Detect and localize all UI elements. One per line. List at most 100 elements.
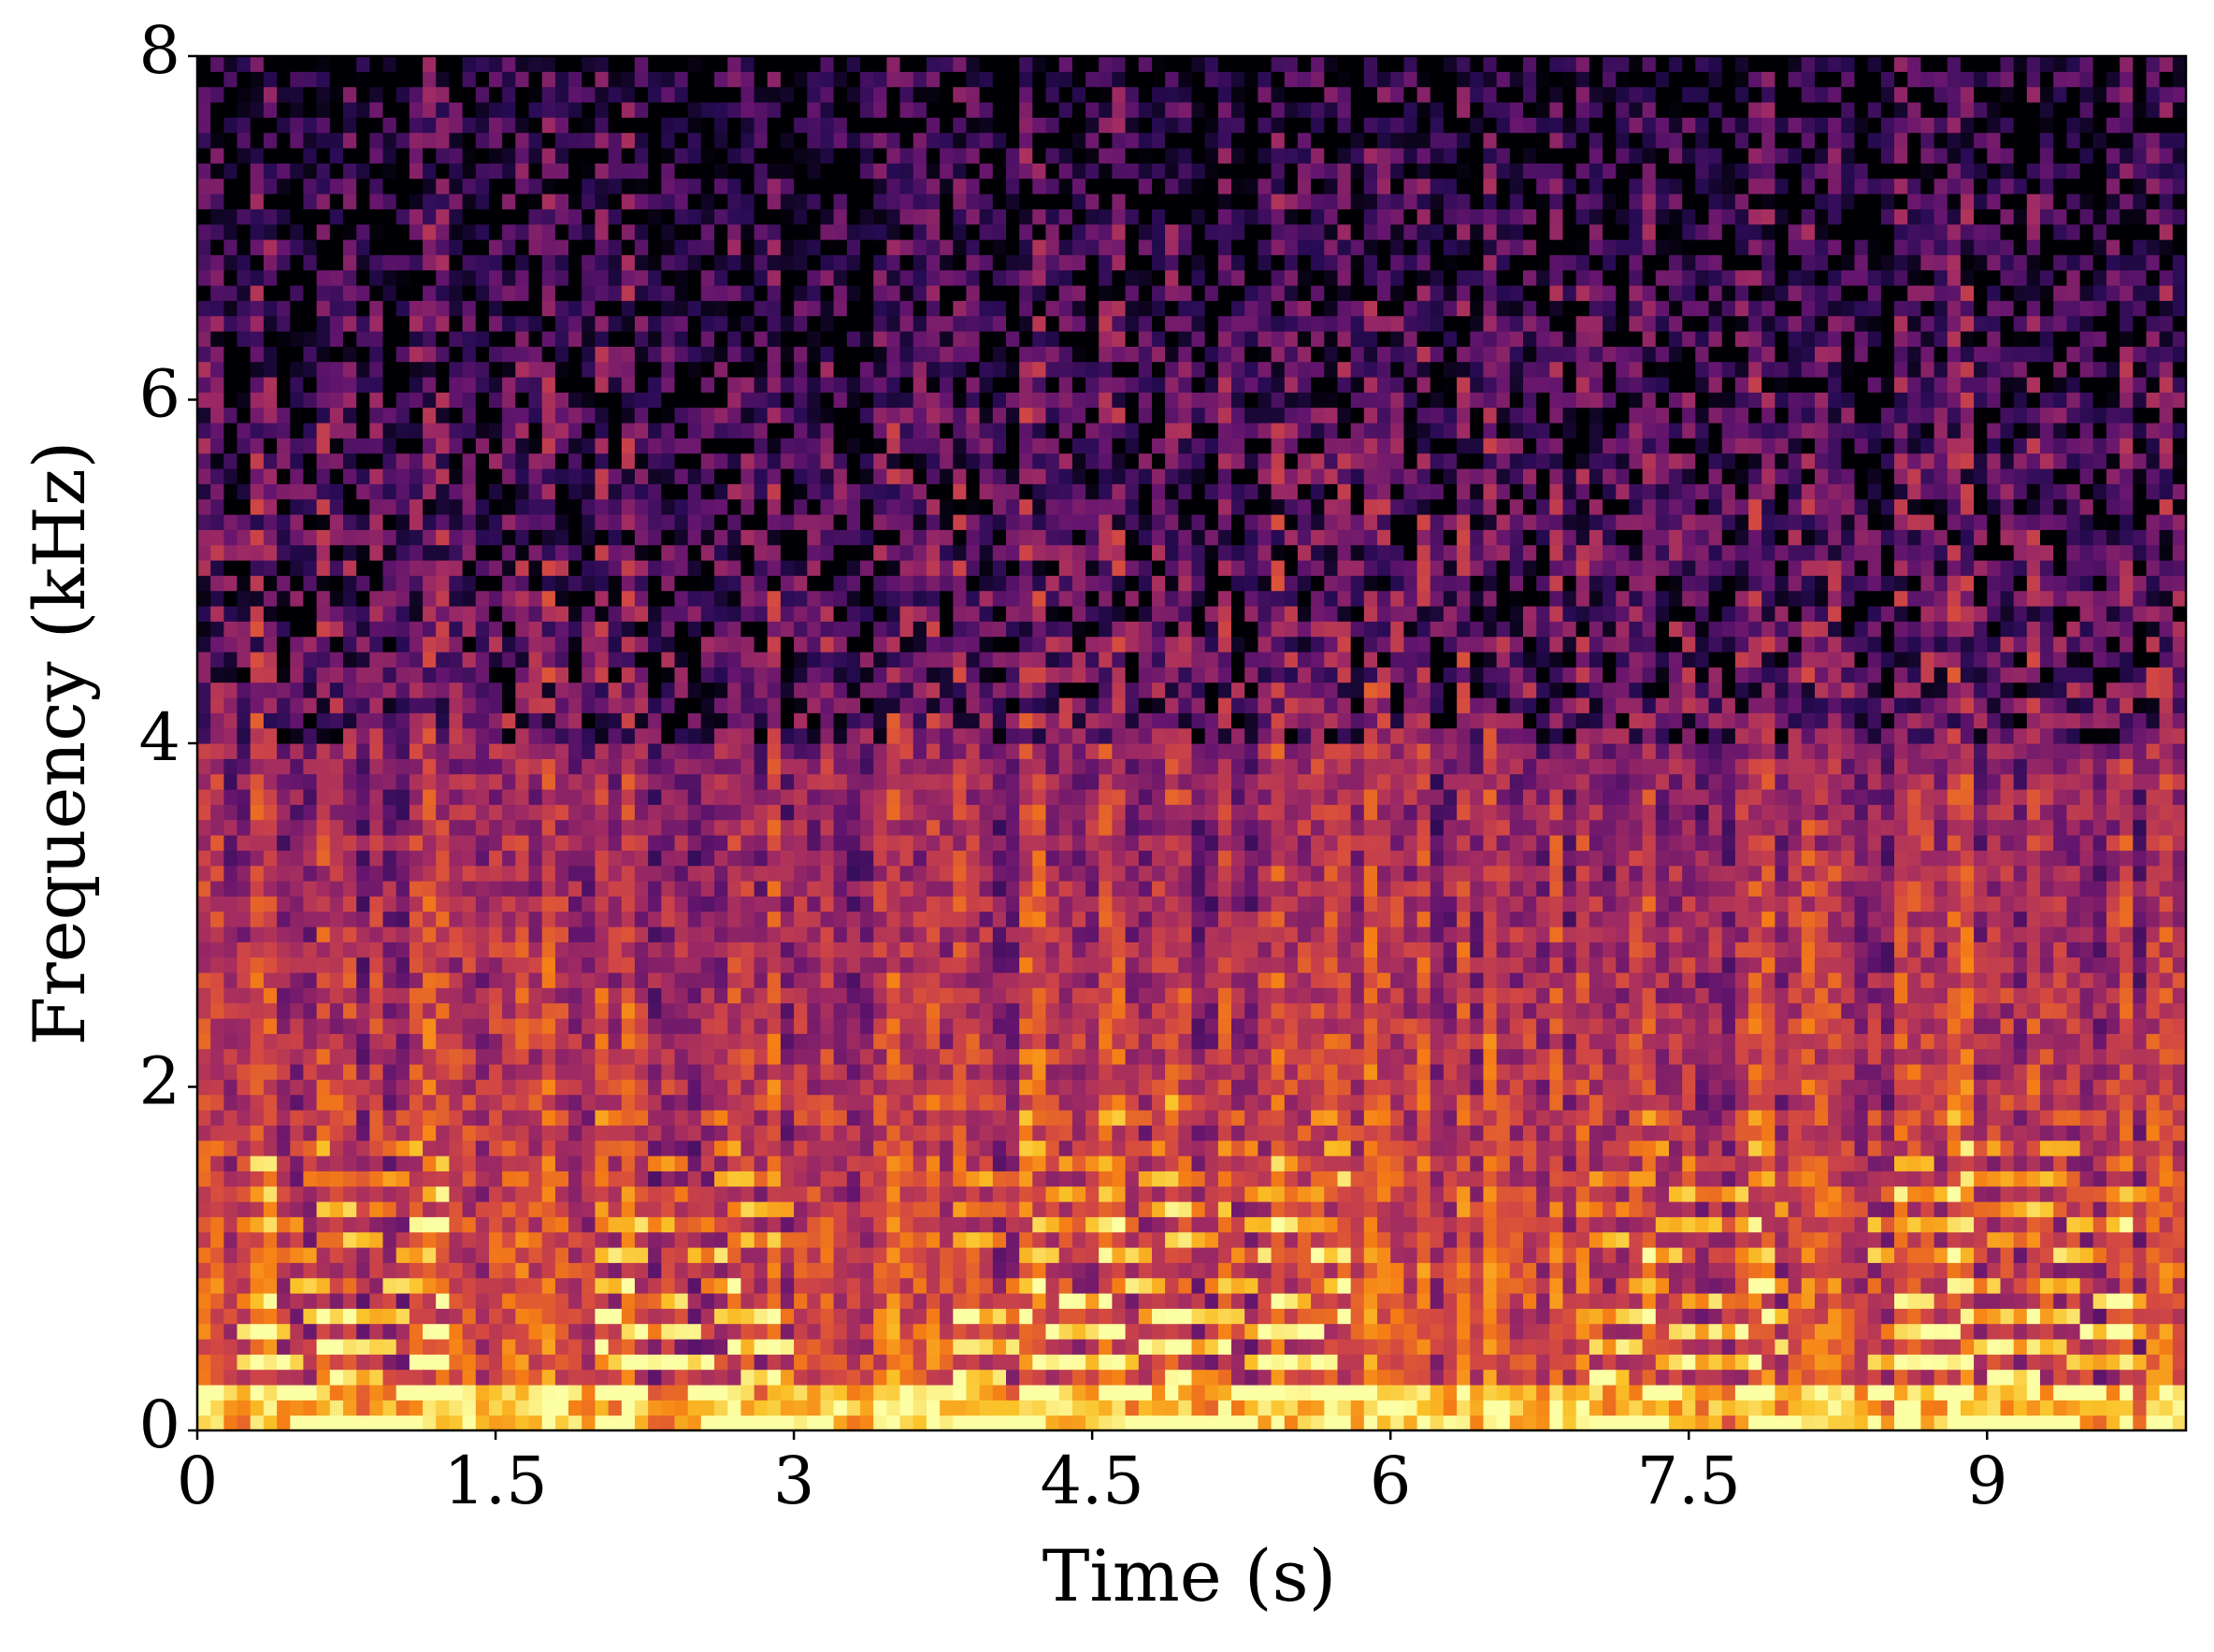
spectrogram-cell (661, 712, 676, 729)
spectrogram-cell (515, 1216, 530, 1233)
spectrogram-cell (661, 819, 676, 836)
spectrogram-cell (316, 1231, 331, 1248)
spectrogram-cell (290, 667, 305, 683)
spectrogram-cell (846, 1293, 861, 1309)
spectrogram-cell (608, 927, 623, 942)
spectrogram-cell (290, 819, 305, 836)
spectrogram-cell (608, 223, 623, 240)
spectrogram-cell (582, 743, 596, 759)
spectrogram-cell (277, 896, 291, 912)
spectrogram-cell (860, 361, 874, 378)
spectrogram-cell (833, 102, 848, 118)
spectrogram-cell (395, 300, 410, 317)
spectrogram-cell (502, 148, 516, 164)
spectrogram-cell (277, 300, 291, 317)
spectrogram-cell (369, 1018, 384, 1034)
spectrogram-cell (263, 300, 278, 317)
spectrogram-cell (754, 438, 769, 454)
spectrogram-cell (794, 498, 808, 515)
spectrogram-cell (369, 881, 384, 897)
spectrogram-cell (356, 315, 370, 332)
spectrogram-cell (582, 483, 596, 500)
spectrogram-cell (489, 1048, 503, 1065)
spectrogram-cell (661, 941, 676, 958)
spectrogram-cell (886, 881, 901, 897)
spectrogram-cell (727, 254, 741, 271)
spectrogram-cell (820, 712, 835, 729)
spectrogram-cell (382, 1216, 397, 1233)
spectrogram-cell (250, 269, 265, 286)
spectrogram-cell (343, 987, 357, 1004)
spectrogram-cell (608, 987, 623, 1004)
spectrogram-cell (873, 896, 887, 912)
spectrogram-cell (820, 194, 835, 209)
spectrogram-cell (899, 865, 914, 882)
spectrogram-cell (554, 407, 569, 424)
spectrogram-cell (343, 575, 357, 592)
spectrogram-cell (423, 896, 437, 912)
spectrogram-cell (343, 1140, 357, 1156)
spectrogram-cell (886, 1308, 901, 1325)
spectrogram-cell (873, 56, 887, 72)
spectrogram-cell (356, 911, 370, 927)
spectrogram-cell (462, 529, 477, 546)
spectrogram-cell (329, 652, 344, 668)
spectrogram-cell (250, 743, 265, 759)
spectrogram-cell (554, 377, 569, 393)
spectrogram-cell (714, 1369, 728, 1386)
spectrogram-cell (462, 544, 477, 561)
spectrogram-cell (343, 208, 357, 225)
spectrogram-cell (263, 331, 278, 347)
spectrogram-cell (674, 575, 689, 592)
spectrogram-cell (568, 361, 582, 378)
spectrogram-cell (807, 1156, 822, 1171)
spectrogram-cell (899, 682, 914, 698)
spectrogram-cell (277, 315, 291, 332)
spectrogram-cell (740, 194, 755, 209)
spectrogram-cell (250, 1033, 265, 1050)
spectrogram-cell (913, 315, 927, 332)
spectrogram-cell (502, 1277, 516, 1294)
spectrogram-cell (740, 208, 755, 225)
spectrogram-cell (277, 544, 291, 561)
spectrogram-cell (515, 927, 530, 942)
spectrogram-cell (475, 392, 490, 409)
spectrogram-cell (634, 514, 649, 530)
spectrogram-cell (329, 223, 344, 240)
spectrogram-cell (316, 132, 331, 149)
spectrogram-cell (926, 1308, 941, 1325)
spectrogram-cell (395, 194, 410, 209)
spectrogram-cell (475, 194, 490, 209)
spectrogram-cell (449, 1247, 464, 1263)
spectrogram-cell (409, 498, 424, 515)
spectrogram-cell (541, 223, 556, 240)
spectrogram-cell (754, 1064, 769, 1080)
spectrogram-cell (290, 1415, 305, 1431)
spectrogram-cell (767, 1018, 782, 1034)
spectrogram-cell (807, 773, 822, 790)
spectrogram-cell (740, 377, 755, 393)
spectrogram-cell (780, 315, 795, 332)
spectrogram-cell (223, 819, 238, 836)
spectrogram-cell (329, 1156, 344, 1171)
spectrogram-cell (568, 1400, 582, 1416)
spectrogram-cell (197, 1323, 211, 1340)
spectrogram-cell (740, 590, 755, 607)
spectrogram-cell (395, 941, 410, 958)
spectrogram-cell (489, 697, 503, 713)
spectrogram-cell (568, 575, 582, 592)
spectrogram-cell (674, 727, 689, 744)
spectrogram-cell (237, 927, 252, 942)
spectrogram-cell (502, 453, 516, 469)
spectrogram-cell (462, 743, 477, 759)
spectrogram-cell (237, 1079, 252, 1096)
spectrogram-cell (754, 1140, 769, 1156)
spectrogram-cell (356, 1231, 370, 1248)
spectrogram-cell (223, 117, 238, 134)
spectrogram-cell (700, 941, 715, 958)
spectrogram-cell (873, 102, 887, 118)
spectrogram-cell (846, 178, 861, 194)
spectrogram-cell (277, 1110, 291, 1126)
spectrogram-cell (409, 941, 424, 958)
spectrogram-cell (595, 1064, 610, 1080)
